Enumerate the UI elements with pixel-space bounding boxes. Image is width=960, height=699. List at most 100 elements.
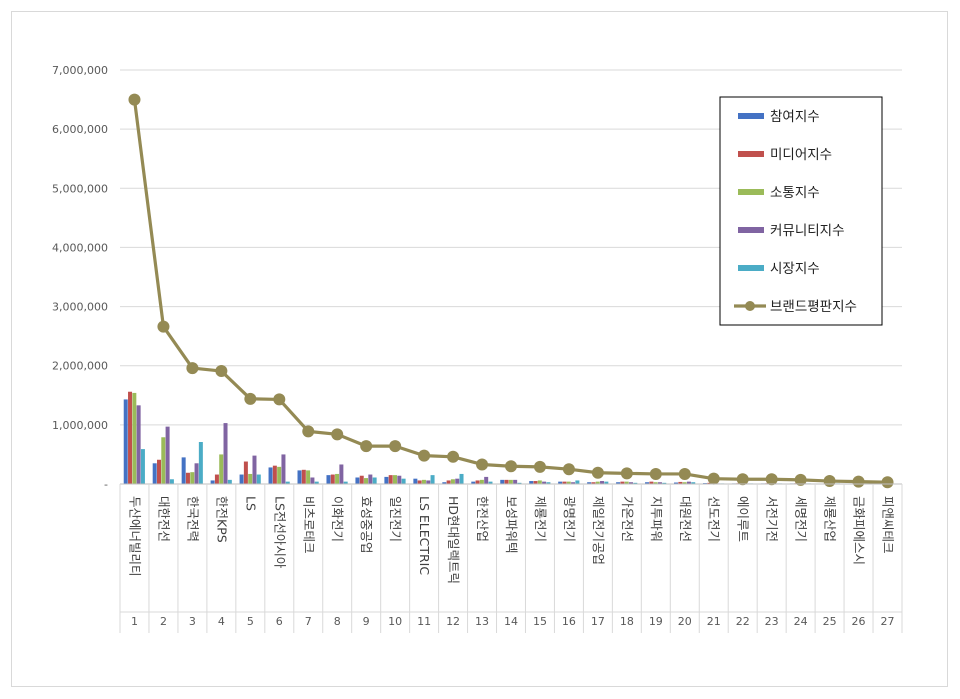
bar — [504, 479, 509, 484]
bar — [252, 455, 257, 484]
bar — [475, 480, 480, 484]
bar — [450, 479, 455, 484]
x-category-label: 일진전기 — [388, 496, 403, 542]
bar — [285, 481, 290, 484]
bar — [537, 480, 542, 484]
line-point — [418, 449, 431, 462]
legend-label: 미디어지수 — [770, 147, 832, 163]
bar — [413, 478, 418, 484]
bar — [239, 474, 244, 484]
line-point — [128, 93, 141, 106]
line-point — [881, 476, 894, 489]
x-category-label: 에이루트 — [736, 496, 751, 542]
bar — [210, 480, 215, 484]
bar — [152, 463, 157, 484]
line-point — [360, 440, 373, 453]
bar — [314, 481, 319, 484]
bar — [513, 479, 518, 484]
bar — [297, 470, 302, 484]
legend-swatch — [738, 189, 764, 195]
y-tick-label: 5,000,000 — [52, 182, 108, 195]
x-rank-label: 12 — [446, 615, 460, 628]
bar — [566, 481, 571, 484]
x-rank-label: 23 — [765, 615, 779, 628]
bar — [392, 475, 397, 484]
bar — [165, 426, 170, 484]
x-rank-label: 20 — [678, 615, 692, 628]
bar — [604, 481, 609, 484]
legend-swatch — [738, 113, 764, 119]
bar — [310, 477, 315, 484]
bar — [359, 475, 364, 484]
y-tick-label: 2,000,000 — [52, 360, 108, 373]
bar — [616, 482, 621, 484]
bar — [542, 481, 547, 484]
x-rank-label: 5 — [247, 615, 254, 628]
line-point — [736, 473, 749, 486]
x-category-label: LS전선아시아 — [272, 496, 287, 569]
x-category-label: 보성파워텍 — [504, 496, 519, 554]
bar — [633, 482, 638, 484]
x-category-label: 서전기전 — [765, 496, 780, 542]
line-point — [447, 450, 460, 463]
bar — [657, 482, 662, 484]
legend-swatch — [738, 227, 764, 233]
x-category-label: 한전산업 — [475, 496, 490, 542]
y-tick-label: 3,000,000 — [52, 301, 108, 314]
bar — [326, 475, 331, 484]
bar — [442, 482, 447, 484]
y-tick-label: 4,000,000 — [52, 241, 108, 254]
bar — [508, 479, 513, 484]
x-rank-label: 8 — [334, 615, 341, 628]
bar — [653, 482, 658, 484]
x-rank-label: 26 — [852, 615, 866, 628]
bar — [500, 479, 505, 484]
x-category-label: 피앤씨테크 — [881, 496, 896, 554]
x-rank-label: 19 — [649, 615, 663, 628]
bar — [446, 480, 451, 484]
x-rank-label: 11 — [417, 615, 431, 628]
bar — [546, 482, 551, 484]
x-category-label: 제룡전기 — [533, 496, 548, 542]
x-category-label: 금화피에스시 — [852, 496, 867, 565]
bar — [277, 466, 282, 484]
legend-swatch-marker — [745, 301, 755, 311]
bar — [682, 482, 687, 484]
bar — [517, 482, 522, 484]
bar — [248, 473, 253, 484]
line-point — [157, 320, 170, 333]
x-rank-label: 14 — [504, 615, 518, 628]
y-tick-label: 7,000,000 — [52, 64, 108, 77]
bar — [678, 481, 683, 484]
x-rank-label: 16 — [562, 615, 576, 628]
bar — [471, 481, 476, 484]
bar — [479, 479, 484, 484]
x-rank-label: 24 — [794, 615, 808, 628]
legend-swatch — [738, 151, 764, 157]
x-category-label: 세명전기 — [794, 496, 809, 542]
x-rank-label: 13 — [475, 615, 489, 628]
x-rank-label: 1 — [131, 615, 138, 628]
line-point — [562, 463, 575, 476]
bar — [595, 481, 600, 484]
bar — [645, 482, 650, 484]
bar — [339, 464, 344, 484]
bar — [575, 480, 580, 484]
x-rank-label: 7 — [305, 615, 312, 628]
bar — [384, 476, 389, 484]
bar — [123, 399, 128, 484]
bar — [301, 469, 306, 484]
bar — [364, 478, 369, 484]
line-point — [591, 466, 604, 479]
x-rank-label: 22 — [736, 615, 750, 628]
bar — [272, 465, 277, 484]
legend-label: 커뮤니티지수 — [770, 223, 845, 239]
bar — [649, 481, 654, 484]
x-category-label: 제일전기공업 — [591, 496, 606, 565]
x-rank-label: 27 — [881, 615, 895, 628]
x-category-label: 한국전력 — [185, 496, 200, 542]
x-rank-label: 17 — [591, 615, 605, 628]
x-category-label: HD현대일렉트릭 — [446, 496, 461, 584]
x-rank-label: 25 — [823, 615, 837, 628]
